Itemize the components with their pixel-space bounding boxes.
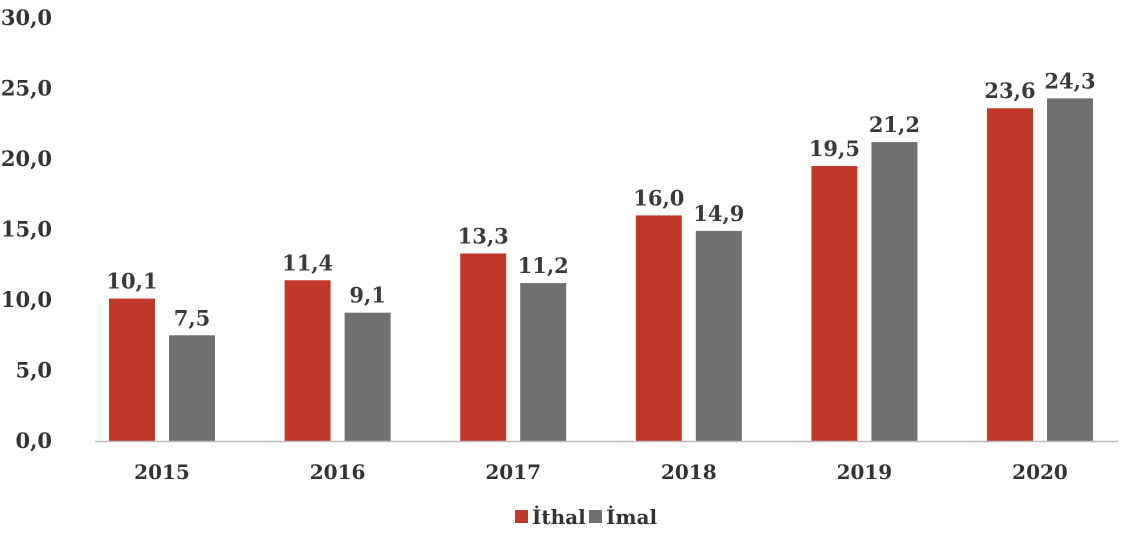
y-axis-ticks: 0,0 5,0 10,0 15,0 20,0 25,0 30,0 xyxy=(1,5,52,453)
y-tick-label: 30,0 xyxy=(1,5,52,30)
bar-ithal-2015 xyxy=(109,298,155,441)
bar-imal-2020 xyxy=(1047,98,1093,442)
x-category-label: 2020 xyxy=(1012,460,1068,484)
data-label: 14,9 xyxy=(693,201,744,226)
y-tick-label: 25,0 xyxy=(1,76,52,101)
bar-imal-2019 xyxy=(871,142,918,441)
y-tick-label: 10,0 xyxy=(1,287,52,312)
bar-imal-2015 xyxy=(169,335,215,441)
x-category-label: 2018 xyxy=(661,460,717,484)
y-tick-label: 15,0 xyxy=(1,217,52,242)
legend-swatch-imal xyxy=(589,510,602,523)
x-category-label: 2017 xyxy=(485,460,541,484)
data-label: 23,6 xyxy=(984,78,1035,103)
bar-ithal-2018 xyxy=(635,215,682,441)
legend-label-imal: İmal xyxy=(606,505,657,529)
data-label: 19,5 xyxy=(809,136,860,161)
legend-swatch-ithal xyxy=(515,510,528,523)
data-label: 21,2 xyxy=(869,112,920,137)
data-label: 11,4 xyxy=(282,250,333,275)
data-label: 11,2 xyxy=(518,253,569,278)
bar-ithal-2016 xyxy=(284,280,331,441)
bar-ithal-2017 xyxy=(460,253,507,441)
bar-ithal-2019 xyxy=(811,166,858,442)
bar-imal-2017 xyxy=(520,283,567,441)
data-label: 24,3 xyxy=(1044,68,1095,93)
y-tick-label: 0,0 xyxy=(15,428,52,453)
data-label: 10,1 xyxy=(106,269,157,294)
data-label: 16,0 xyxy=(633,185,684,210)
x-axis-category-labels: 2015 2016 2017 2018 2019 2020 xyxy=(134,460,1068,484)
data-label: 7,5 xyxy=(174,305,211,330)
bar-ithal-2020 xyxy=(987,108,1033,442)
y-tick-label: 5,0 xyxy=(15,358,52,383)
bar-imal-2018 xyxy=(695,230,742,441)
y-tick-label: 20,0 xyxy=(1,146,52,171)
data-label: 13,3 xyxy=(458,223,509,248)
x-category-label: 2016 xyxy=(310,460,366,484)
bars-layer xyxy=(109,98,1093,442)
x-category-label: 2015 xyxy=(134,460,190,484)
data-labels-layer: 10,1 7,5 11,4 9,1 13,3 11,2 16,0 14,9 19,5 21,2 23… xyxy=(106,68,1095,330)
legend-label-ithal: İthal xyxy=(532,505,586,529)
bar-imal-2016 xyxy=(344,312,391,441)
x-category-label: 2019 xyxy=(837,460,893,484)
legend: İthal İmal xyxy=(515,505,657,529)
data-label: 9,1 xyxy=(349,283,386,308)
